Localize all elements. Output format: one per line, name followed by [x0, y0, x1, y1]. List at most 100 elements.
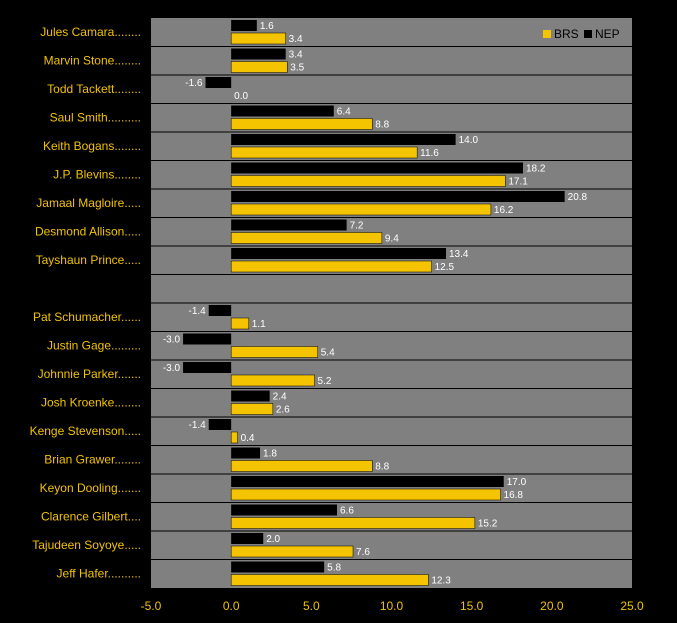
bar-brs — [230, 203, 492, 216]
data-label-brs: 3.4 — [289, 34, 303, 45]
bar-brs — [230, 374, 315, 387]
data-label-brs: 17.1 — [508, 177, 528, 188]
data-label-brs: 12.3 — [431, 576, 451, 587]
bar-brs — [230, 146, 418, 159]
y-tick-label: Justin Gage......... — [47, 339, 141, 353]
bar-nep — [231, 476, 504, 487]
bar-brs — [230, 431, 238, 444]
y-tick-label: Saul Smith.......... — [50, 111, 141, 125]
data-label-brs: 0.0 — [234, 91, 248, 102]
bar-brs — [230, 488, 501, 501]
data-label-nep: 5.8 — [327, 563, 341, 574]
bars: 1.6 3.4 3.4 3.5 -1.6 0.0 6.4 8.8 14.0 11.6 18.2 17.… — [163, 20, 588, 587]
bar-brs — [230, 232, 383, 244]
data-label-brs: 1.1 — [252, 319, 266, 330]
bar-nep — [183, 362, 232, 373]
bar-nep — [208, 305, 232, 316]
data-label-brs: 5.4 — [321, 348, 335, 359]
bar-brs — [230, 175, 506, 187]
bar-brs — [230, 517, 476, 529]
y-tick-label: Clarence Gilbert.... — [41, 510, 141, 524]
x-tick-label: 15.0 — [460, 599, 484, 613]
bar-brs — [230, 460, 373, 472]
data-label-brs: 5.2 — [318, 376, 332, 387]
x-tick-label: 20.0 — [540, 599, 564, 613]
y-tick-label: Marvin Stone........ — [44, 54, 141, 68]
bar-brs — [230, 574, 429, 586]
data-label-nep: 13.4 — [449, 249, 469, 260]
y-tick-label: Todd Tackett........ — [47, 82, 141, 96]
data-label-nep: -1.4 — [188, 306, 206, 317]
data-label-nep: 14.0 — [459, 135, 479, 146]
bar-nep — [231, 134, 456, 145]
bar-nep — [231, 219, 347, 231]
bar-nep — [205, 77, 232, 88]
bar-brs — [230, 32, 286, 45]
data-label-brs: 2.6 — [276, 405, 290, 416]
x-tick-label: 5.0 — [303, 599, 320, 613]
bar-nep — [231, 390, 270, 402]
bar-nep — [208, 419, 232, 430]
data-label-nep: 7.2 — [350, 221, 364, 232]
data-label-nep: 17.0 — [507, 477, 527, 488]
x-tick-label: 0.0 — [223, 599, 240, 613]
data-label-brs: 15.2 — [478, 519, 498, 530]
data-label-brs: 9.4 — [385, 234, 399, 245]
data-label-nep: 1.8 — [263, 449, 277, 460]
data-label-nep: -1.6 — [185, 78, 203, 89]
bar-brs — [230, 545, 354, 558]
bar-nep — [231, 504, 337, 516]
row-separators — [151, 46, 632, 560]
y-tick-label: Jules Camara........ — [40, 25, 141, 39]
data-label-nep: 6.4 — [337, 107, 351, 118]
y-tick-label: Desmond Allison..... — [35, 225, 141, 239]
bar-nep — [231, 533, 264, 544]
data-label-nep: -1.4 — [188, 420, 206, 431]
legend-swatch-nep — [584, 30, 592, 38]
data-label-brs: 0.4 — [241, 433, 255, 444]
bar-nep — [231, 105, 334, 117]
data-label-nep: 2.4 — [273, 392, 287, 403]
data-label-brs: 12.5 — [435, 262, 455, 273]
bar-brs — [230, 346, 318, 358]
data-label-nep: 18.2 — [526, 164, 546, 175]
data-label-nep: 20.8 — [568, 192, 588, 203]
y-tick-label: Jeff Hafer.......... — [57, 567, 141, 581]
x-tick-label: -5.0 — [141, 599, 162, 613]
y-tick-label: Tajudeen Soyoye..... — [32, 538, 141, 552]
data-label-brs: 7.6 — [356, 547, 370, 558]
y-axis-labels: Jules Camara........ Marvin Stone........… — [30, 25, 141, 581]
data-label-nep: 6.6 — [340, 506, 354, 517]
bar-brs — [230, 118, 373, 130]
y-tick-label: Tayshaun Prince..... — [36, 253, 141, 267]
data-label-brs: 3.5 — [290, 63, 304, 74]
y-tick-label: Brian Grawer........ — [44, 453, 141, 467]
bar-brs — [230, 317, 250, 330]
bar-brs — [230, 61, 288, 73]
data-label-brs: 8.8 — [375, 462, 389, 473]
y-tick-label: Kenge Stevenson..... — [30, 424, 141, 438]
bar-nep — [231, 447, 261, 459]
legend-label-brs: BRS — [554, 27, 579, 41]
y-tick-label: Jamaal Magloire..... — [36, 196, 141, 210]
bar-nep — [231, 248, 447, 259]
data-label-brs: 8.8 — [375, 120, 389, 131]
legend-swatch-brs — [543, 30, 551, 38]
y-tick-label: J.P. Blevins........ — [53, 168, 141, 182]
bar-nep — [231, 20, 257, 31]
data-label-nep: 1.6 — [260, 21, 274, 32]
bar-nep — [231, 561, 325, 573]
data-label-nep: -3.0 — [163, 335, 181, 346]
legend: BRS NEP — [543, 27, 620, 41]
data-label-brs: 16.2 — [494, 205, 514, 216]
data-label-nep: 2.0 — [266, 534, 280, 545]
data-label-nep: -3.0 — [163, 363, 181, 374]
data-label-nep: 3.4 — [289, 50, 303, 61]
bar-nep — [231, 48, 286, 60]
y-tick-label: Keith Bogans........ — [43, 139, 141, 153]
x-tick-label: 25.0 — [620, 599, 644, 613]
bar-nep — [231, 191, 565, 202]
bar-nep — [183, 333, 232, 345]
data-label-brs: 16.8 — [504, 490, 524, 501]
